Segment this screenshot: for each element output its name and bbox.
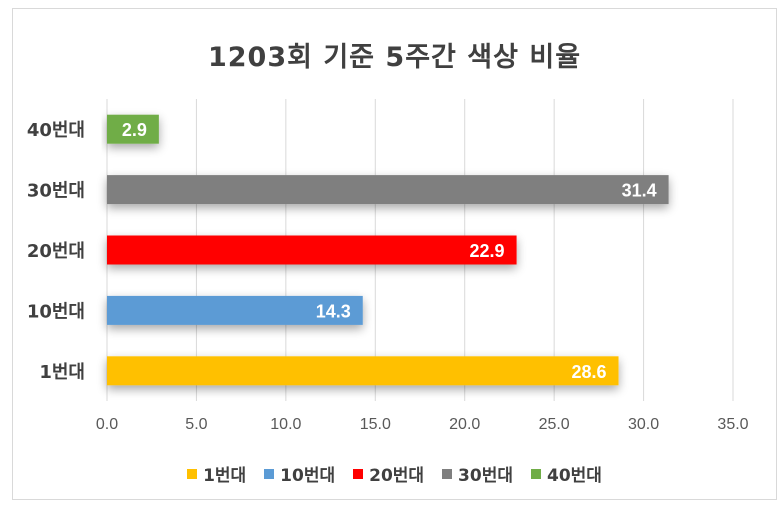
legend-item: 40번대: [530, 461, 602, 486]
legend-item: 30번대: [442, 461, 513, 486]
legend-swatch: [187, 468, 198, 479]
legend-item: 1번대: [187, 461, 246, 486]
x-tick-label: 0.0: [96, 416, 118, 433]
chart-title: 1203회 기준 5주간 색상 비율: [207, 42, 582, 73]
bar: [107, 235, 517, 265]
legend-label: 30번대: [458, 466, 513, 486]
legend-swatch: [353, 468, 364, 479]
legend-swatch: [264, 468, 275, 479]
legend-label: 1번대: [203, 466, 247, 486]
legend-label: 10번대: [280, 466, 336, 486]
data-label: 22.9: [470, 241, 505, 261]
plot-area: 0.0 5.0 10.0 15.0 20.0 25.0 30.0 35.0 40번대 2.9 30번…: [27, 99, 749, 433]
x-tick-label: 5.0: [185, 416, 207, 433]
x-tick-label: 35.0: [717, 416, 748, 433]
legend-label: 40번대: [546, 466, 602, 486]
legend-swatch: [442, 468, 453, 479]
category-label: 1번대: [39, 362, 85, 383]
data-label: 28.6: [571, 362, 606, 382]
legend-item: 10번대: [264, 461, 335, 486]
labels: 0.0 5.0 10.0 15.0 20.0 25.0 30.0 35.0 40번대 2.9 30번…: [27, 120, 749, 433]
bar: [107, 295, 363, 325]
chart-frame: 1203회 기준 5주간 색상 비율 0.0 5.0 10.0 15.0 20.0 25.…: [12, 8, 777, 500]
category-label: 30번대: [27, 181, 85, 202]
legend-label: 20번대: [369, 466, 425, 486]
x-tick-label: 10.0: [270, 416, 301, 433]
data-label: 31.4: [622, 181, 657, 201]
bar: [107, 356, 619, 386]
bar: [107, 175, 669, 205]
x-tick-label: 30.0: [628, 416, 659, 433]
data-label: 2.9: [122, 120, 147, 140]
legend-item: 20번대: [353, 461, 424, 486]
x-tick-label: 25.0: [539, 416, 570, 433]
bars: [107, 114, 669, 386]
bar: [107, 114, 159, 144]
x-tick-label: 15.0: [360, 416, 391, 433]
category-label: 10번대: [27, 301, 85, 322]
legend: 1번대 10번대 20번대 30번대 40번대: [13, 461, 776, 486]
legend-swatch: [530, 468, 541, 479]
x-tick-label: 20.0: [449, 416, 480, 433]
category-label: 40번대: [27, 120, 85, 141]
data-label: 14.3: [316, 301, 351, 321]
category-label: 20번대: [27, 241, 85, 262]
